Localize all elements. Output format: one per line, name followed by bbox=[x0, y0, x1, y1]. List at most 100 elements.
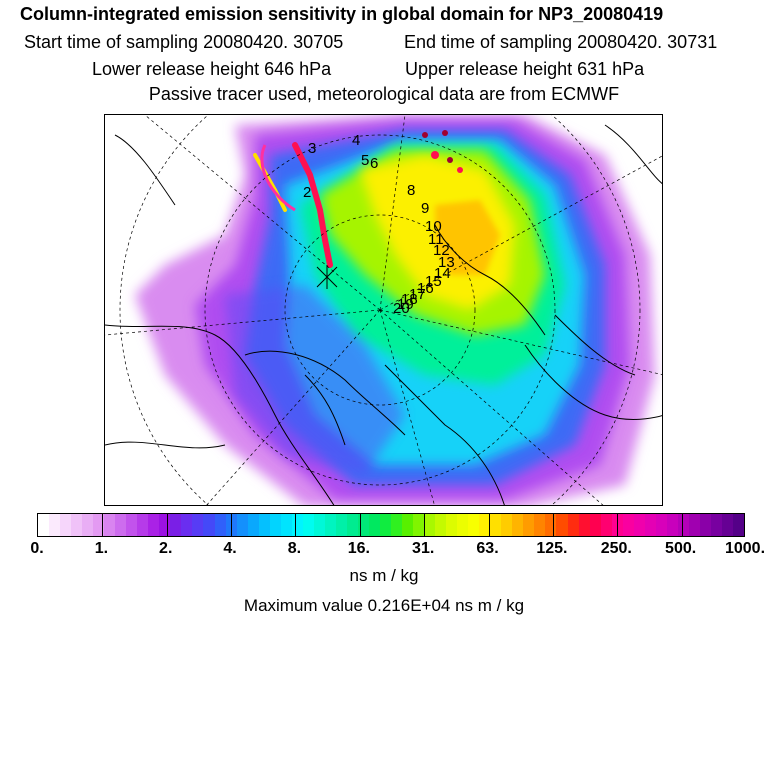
colorbar-cell bbox=[622, 514, 634, 536]
colorbar-cell bbox=[556, 514, 568, 536]
colorbar-cell bbox=[611, 514, 623, 536]
colorbar-divider bbox=[295, 514, 297, 536]
colorbar-cell bbox=[357, 514, 369, 536]
colorbar-tick-label: 500. bbox=[665, 540, 697, 557]
colorbar-cell bbox=[170, 514, 182, 536]
colorbar-tick-label: 1. bbox=[94, 540, 109, 557]
colorbar-divider bbox=[552, 514, 554, 536]
colorbar-unit: ns m / kg bbox=[349, 566, 419, 585]
day-label-11: 11 bbox=[428, 231, 444, 248]
colorbar-cell bbox=[501, 514, 513, 536]
day-label-5: 5 bbox=[361, 152, 369, 169]
colorbar-cell bbox=[313, 514, 325, 536]
colorbar-cell bbox=[490, 514, 502, 536]
colorbar-cell bbox=[192, 514, 204, 536]
colorbar-cell bbox=[545, 514, 557, 536]
colorbar-divider bbox=[231, 514, 233, 536]
colorbar-cell bbox=[523, 514, 535, 536]
colorbar-cell bbox=[567, 514, 579, 536]
map-canvas: 2 3 4 5 6 8 9 10 11 12 13 14 15 16 17 18… bbox=[105, 115, 662, 505]
colorbar-cell bbox=[214, 514, 226, 536]
colorbar-tick-label: 8. bbox=[287, 540, 302, 557]
colorbar-cell bbox=[225, 514, 237, 536]
colorbar-cell bbox=[71, 514, 83, 536]
coastlines bbox=[105, 124, 662, 505]
upper-release-text: Upper release height 631 hPa bbox=[405, 59, 645, 79]
colorbar-cell bbox=[115, 514, 127, 536]
colorbar-cell bbox=[589, 514, 601, 536]
day-label-2: 2 bbox=[303, 184, 311, 201]
colorbar-cell bbox=[721, 514, 733, 536]
day-label-15: 15 bbox=[425, 273, 442, 290]
colorbar-cell bbox=[247, 514, 259, 536]
max-value-label: Maximum value 0.216E+04 ns m / kg bbox=[243, 596, 525, 615]
colorbar-cell bbox=[655, 514, 667, 536]
colorbar-cell bbox=[732, 514, 744, 536]
colorbar-cell bbox=[93, 514, 105, 536]
colorbar-cell bbox=[324, 514, 336, 536]
colorbar-tick-label: 2. bbox=[159, 540, 173, 557]
plot-title: Column-integrated emission sensitivity i… bbox=[20, 4, 664, 24]
colorbar-tick-label: 63. bbox=[476, 540, 499, 557]
colorbar-cell bbox=[402, 514, 414, 536]
colorbar-cell bbox=[181, 514, 193, 536]
colorbar-cell bbox=[49, 514, 61, 536]
day-label-6: 6 bbox=[370, 155, 378, 172]
colorbar-tick-label: 0. bbox=[30, 540, 44, 557]
colorbar-cell bbox=[644, 514, 656, 536]
colorbar-divider bbox=[166, 514, 168, 536]
day-label-9: 9 bbox=[421, 200, 429, 217]
sensitivity-map: 2 3 4 5 6 8 9 10 11 12 13 14 15 16 17 18… bbox=[104, 114, 663, 506]
colorbar-cell bbox=[137, 514, 149, 536]
colorbar-tick-label: 250. bbox=[600, 540, 632, 557]
colorbar-divider bbox=[681, 514, 683, 536]
colorbar-divider bbox=[359, 514, 361, 536]
colorbar-cell bbox=[346, 514, 358, 536]
tracer-info: Passive tracer used, meteorological data… bbox=[148, 84, 620, 104]
day-label-3: 3 bbox=[308, 140, 316, 157]
colorbar-cell bbox=[203, 514, 215, 536]
colorbar-cell bbox=[710, 514, 722, 536]
colorbar-cell bbox=[633, 514, 645, 536]
colorbar-tick-label: 4. bbox=[223, 540, 237, 557]
release-location-marker bbox=[316, 265, 338, 289]
day-label-17: 17 bbox=[409, 286, 426, 303]
colorbar-cell bbox=[126, 514, 138, 536]
day-label-20: 20 bbox=[393, 300, 410, 317]
colorbar-cell bbox=[280, 514, 292, 536]
colorbar-cell bbox=[413, 514, 425, 536]
colorbar-cell bbox=[60, 514, 72, 536]
colorbar-cell bbox=[302, 514, 314, 536]
colorbar-cell bbox=[677, 514, 689, 536]
colorbar-cell bbox=[578, 514, 590, 536]
colorbar-cell bbox=[104, 514, 116, 536]
colorbar-cell bbox=[666, 514, 678, 536]
day-label-10: 10 bbox=[425, 218, 442, 235]
colorbar-divider bbox=[102, 514, 104, 536]
colorbar-cell bbox=[457, 514, 469, 536]
colorbar-cell bbox=[391, 514, 403, 536]
colorbar-cell bbox=[236, 514, 248, 536]
colorbar-divider bbox=[488, 514, 490, 536]
colorbar-cell bbox=[368, 514, 380, 536]
start-sampling-text: Start time of sampling 20080420. 30705 bbox=[24, 32, 344, 52]
colorbar-cell bbox=[269, 514, 281, 536]
colorbar-cell bbox=[446, 514, 458, 536]
colorbar-cell bbox=[148, 514, 160, 536]
colorbar-tick-label: 16. bbox=[347, 540, 370, 557]
sensitivity-field bbox=[135, 115, 655, 505]
day-label-13: 13 bbox=[438, 254, 455, 271]
colorbar-cell bbox=[38, 514, 50, 536]
colorbar-tick-label: 31. bbox=[412, 540, 435, 557]
colorbar-cell bbox=[435, 514, 447, 536]
colorbar-cell bbox=[468, 514, 480, 536]
colorbar-cell bbox=[512, 514, 524, 536]
colorbar-tick-label: 125. bbox=[536, 540, 568, 557]
colorbar-cell bbox=[424, 514, 436, 536]
colorbar-cell bbox=[600, 514, 612, 536]
graticule bbox=[105, 115, 662, 505]
colorbar-divider bbox=[617, 514, 619, 536]
colorbar bbox=[37, 513, 745, 537]
day-label-18: 18 bbox=[401, 291, 418, 308]
day-label-16: 16 bbox=[417, 280, 434, 297]
